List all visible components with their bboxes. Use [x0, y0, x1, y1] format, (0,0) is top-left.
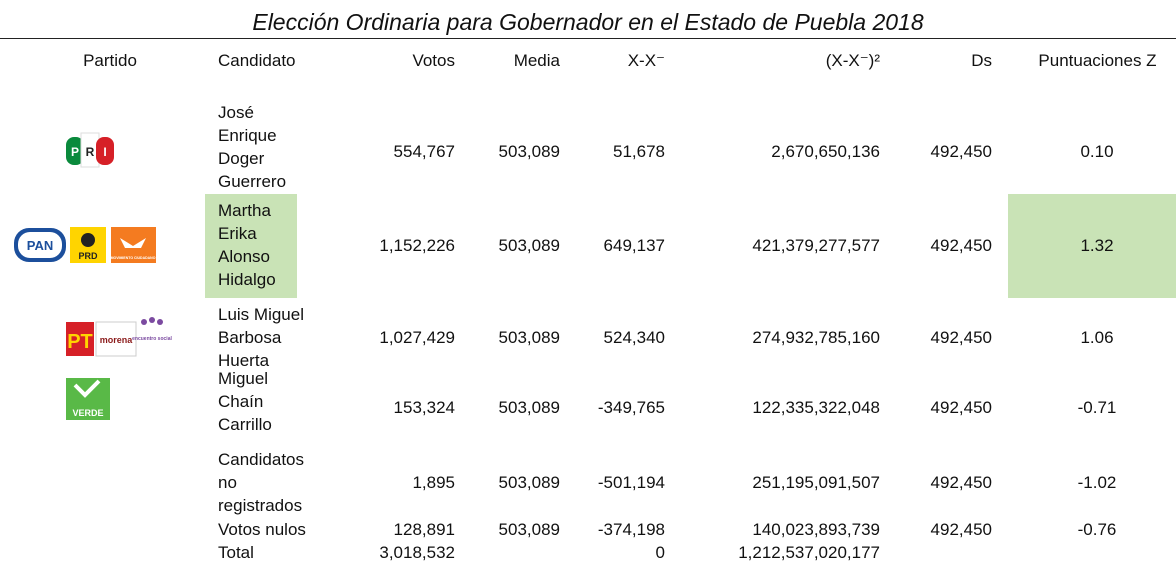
logo-text: R: [86, 145, 95, 159]
cell: 251,195,091,507: [752, 473, 880, 492]
logo-text: MOVIMIENTO CIUDADANO: [111, 256, 156, 260]
cell: 492,450: [930, 520, 992, 539]
cell: 1.32: [1080, 236, 1114, 255]
logo-text: PT: [67, 331, 93, 353]
cell: 51,678: [613, 142, 665, 161]
candidate: Enrique: [218, 126, 277, 145]
cell: 649,137: [603, 236, 665, 255]
cell: 0.10: [1080, 142, 1114, 161]
candidate: Barbosa: [218, 328, 282, 347]
prd-logo: PRD: [70, 227, 106, 263]
logos: P R I PAN PRD MOVIMIENTO CIUDADANO PT mo…: [14, 132, 172, 420]
candidate: no: [218, 473, 237, 492]
header-cell: Votos: [412, 51, 455, 70]
candidate: Chaín: [218, 392, 264, 411]
cell: 503,089: [498, 236, 560, 255]
cell: 503,089: [498, 520, 560, 539]
cell: 421,379,277,577: [752, 236, 880, 255]
mc-logo: MOVIMIENTO CIUDADANO: [111, 227, 156, 263]
cell: -0.71: [1077, 398, 1117, 417]
rule: [0, 38, 1176, 39]
title: Elección Ordinaria para Gobernador en el…: [252, 9, 924, 35]
cell: 1,027,429: [379, 328, 455, 347]
candidate: Erika: [218, 224, 257, 243]
cell: -501,194: [597, 473, 665, 492]
logo-text: morena: [100, 335, 134, 345]
cell: 2,670,650,136: [771, 142, 880, 161]
cell: 503,089: [498, 473, 560, 492]
header-cell: X-X⁻: [627, 51, 665, 70]
cell: -374,198: [597, 520, 665, 539]
cell: -349,765: [597, 398, 665, 417]
cell: 554,767: [393, 142, 455, 161]
cell: 1.06: [1080, 328, 1114, 347]
candidate: Guerrero: [218, 172, 287, 191]
candidate: Miguel: [218, 369, 269, 388]
candidate: José: [218, 103, 254, 122]
cell: 503,089: [498, 142, 560, 161]
header-cell: (X-X⁻)²: [825, 51, 880, 70]
header-cell: Partido: [83, 51, 137, 70]
pt-logo: PT morena encuentro social: [66, 317, 172, 357]
header-cell: Puntuaciones Z: [1038, 51, 1157, 70]
cell: 503,089: [498, 328, 560, 347]
candidate: Doger: [218, 149, 265, 168]
cell: 140,023,893,739: [752, 520, 880, 539]
cell: 153,324: [393, 398, 455, 417]
cell: 1,895: [412, 473, 455, 492]
logo-text: VERDE: [72, 408, 103, 418]
candidate: registrados: [218, 496, 303, 515]
logo-text: PAN: [27, 238, 53, 253]
header-cell: Ds: [971, 51, 992, 70]
candidate: Candidatos: [218, 450, 305, 469]
logo-text: P: [71, 145, 79, 159]
pan-logo: PAN: [14, 228, 66, 262]
candidate: Hidalgo: [218, 270, 276, 289]
cell: 492,450: [930, 142, 992, 161]
highlight: [1008, 194, 1176, 298]
header-cell: Candidato: [218, 51, 296, 70]
header-cell: Media: [513, 51, 560, 70]
cell: 492,450: [930, 236, 992, 255]
cell: 524,340: [603, 328, 665, 347]
candidate: Luis Miguel: [218, 305, 304, 324]
cell: 128,891: [393, 520, 455, 539]
candidate: Total: [218, 543, 254, 562]
cell: 492,450: [930, 328, 992, 347]
candidate: Huerta: [218, 351, 270, 370]
candidate: Martha: [218, 201, 271, 220]
highlight: [205, 194, 297, 298]
cell: 492,450: [930, 473, 992, 492]
cell: 274,932,785,160: [752, 328, 880, 347]
candidate: Alonso: [218, 247, 270, 266]
cell: -0.76: [1077, 520, 1117, 539]
candidate: Votos nulos: [218, 520, 306, 539]
cell: 1,152,226: [379, 236, 455, 255]
cell: 0: [655, 543, 665, 562]
cell: 492,450: [930, 398, 992, 417]
logo-text: PRD: [78, 251, 98, 261]
cell: 1,212,537,020,177: [738, 543, 880, 562]
logo-text: I: [103, 145, 106, 159]
cell: 3,018,532: [379, 543, 455, 562]
cell: -1.02: [1077, 473, 1117, 492]
cell: 122,335,322,048: [752, 398, 880, 417]
candidate: Carrillo: [218, 415, 272, 434]
verde-logo: VERDE: [66, 378, 110, 420]
pri-logo: P R I: [66, 132, 114, 168]
cell: 503,089: [498, 398, 560, 417]
logo-text: encuentro social: [132, 336, 172, 342]
